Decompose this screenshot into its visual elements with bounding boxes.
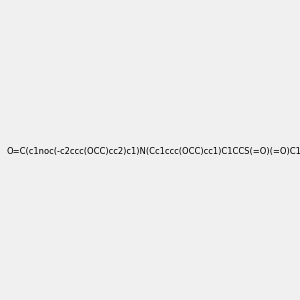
Text: O=C(c1noc(-c2ccc(OCC)cc2)c1)N(Cc1ccc(OCC)cc1)C1CCS(=O)(=O)C1: O=C(c1noc(-c2ccc(OCC)cc2)c1)N(Cc1ccc(OCC…: [6, 147, 300, 156]
